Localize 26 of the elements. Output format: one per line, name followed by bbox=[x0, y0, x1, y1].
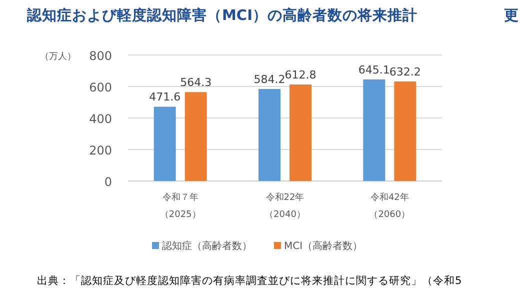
legend-label: MCI（高齢者数） bbox=[284, 240, 363, 252]
bar bbox=[290, 84, 312, 181]
chart-title: 認知症および軽度認知障害（MCI）の高齢者数の将来推計 bbox=[26, 6, 418, 24]
y-tick-label: 0 bbox=[104, 175, 112, 189]
y-tick-label: 800 bbox=[89, 49, 112, 63]
bar bbox=[184, 92, 207, 181]
data-label: 632.2 bbox=[389, 65, 421, 78]
bar bbox=[394, 81, 416, 181]
x-tick-label: 令和22年（2040） bbox=[264, 192, 306, 220]
x-tick-label: 令和７年（2025） bbox=[160, 192, 201, 220]
data-label: 471.6 bbox=[149, 90, 181, 104]
legend-label: 認知症（高齢者数） bbox=[162, 240, 252, 252]
data-label: 564.3 bbox=[180, 76, 212, 90]
y-axis-title: （万人） bbox=[40, 51, 76, 62]
y-tick-label: 200 bbox=[89, 144, 112, 158]
bar bbox=[258, 88, 280, 181]
data-label: 612.8 bbox=[284, 68, 316, 82]
y-tick-label: 400 bbox=[89, 112, 112, 126]
x-tick-label: 令和42年（2060） bbox=[369, 192, 410, 220]
source-note: 出典：「認知症及び軽度認知障害の有病率調査並びに将来推計に関する研究」（令和5 bbox=[37, 274, 462, 287]
text: 更 bbox=[504, 8, 519, 24]
data-label: 645.1 bbox=[358, 63, 390, 76]
bar bbox=[363, 79, 386, 181]
data-label: 584.2 bbox=[254, 72, 286, 86]
y-tick-label: 600 bbox=[89, 80, 112, 94]
bar bbox=[154, 106, 176, 181]
